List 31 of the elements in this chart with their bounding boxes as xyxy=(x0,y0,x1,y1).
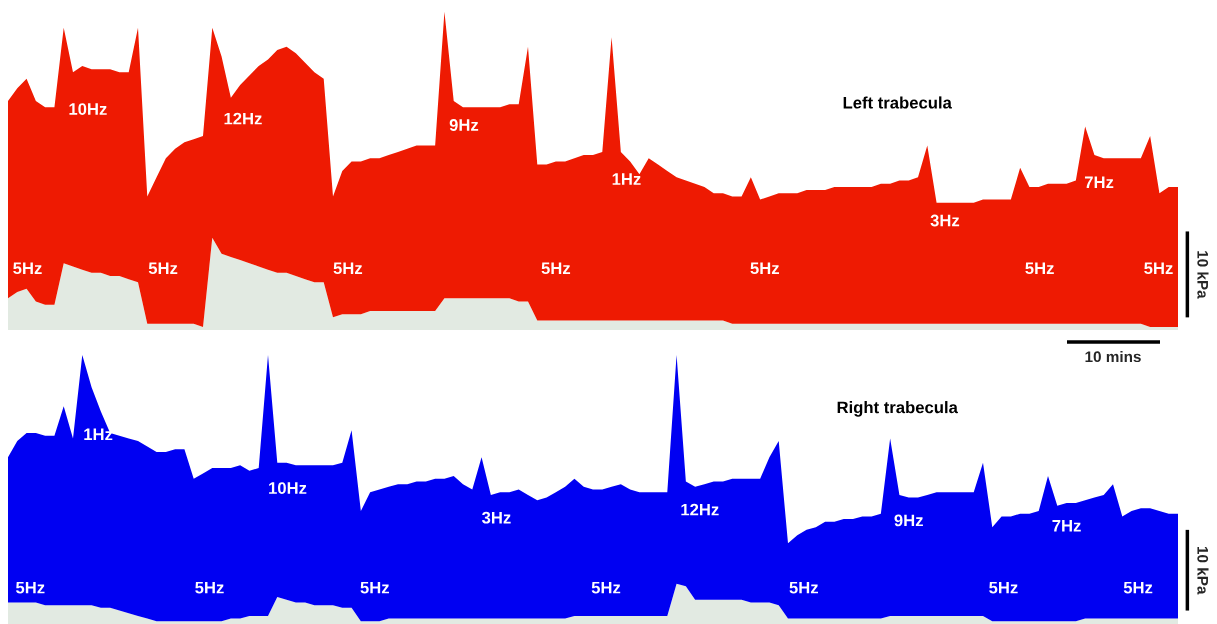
annotation: 7Hz xyxy=(1084,176,1114,189)
annotation: 5Hz xyxy=(13,262,42,275)
annotation: 5Hz xyxy=(1144,262,1173,275)
annotation: 3Hz xyxy=(930,214,960,227)
text: Right trabecula xyxy=(837,401,958,417)
annotation: 10Hz xyxy=(69,103,107,115)
text: Left trabecula xyxy=(843,96,952,109)
annotation: 5Hz xyxy=(1123,581,1153,594)
annotation: 12Hz xyxy=(224,112,262,125)
annotation: 12Hz xyxy=(681,503,719,516)
annotation: 1Hz xyxy=(612,173,641,185)
annotation: 3Hz xyxy=(481,511,511,524)
text: 10 kPa xyxy=(1197,251,1209,299)
annotation: 5Hz xyxy=(148,262,178,275)
text: 10 kPa xyxy=(1197,546,1209,595)
annotation: 9Hz xyxy=(449,119,479,131)
annotation: 1Hz xyxy=(84,428,113,441)
annotation: 9Hz xyxy=(894,514,923,527)
annotation: 5Hz xyxy=(541,262,571,275)
annotation: 10Hz xyxy=(269,482,307,494)
annotation: 10 mins xyxy=(1085,350,1141,363)
annotation: 5Hz xyxy=(15,581,45,594)
annotation: 5Hz xyxy=(750,262,779,275)
annotation: 5Hz xyxy=(789,581,818,594)
annotation: 7Hz xyxy=(1052,520,1081,532)
annotation: 5Hz xyxy=(360,581,389,594)
annotation: 5Hz xyxy=(1025,262,1054,275)
annotation: 5Hz xyxy=(195,581,224,594)
annotation: 5Hz xyxy=(989,581,1018,594)
annotation: 5Hz xyxy=(591,581,621,594)
annotation: 5Hz xyxy=(333,262,363,275)
